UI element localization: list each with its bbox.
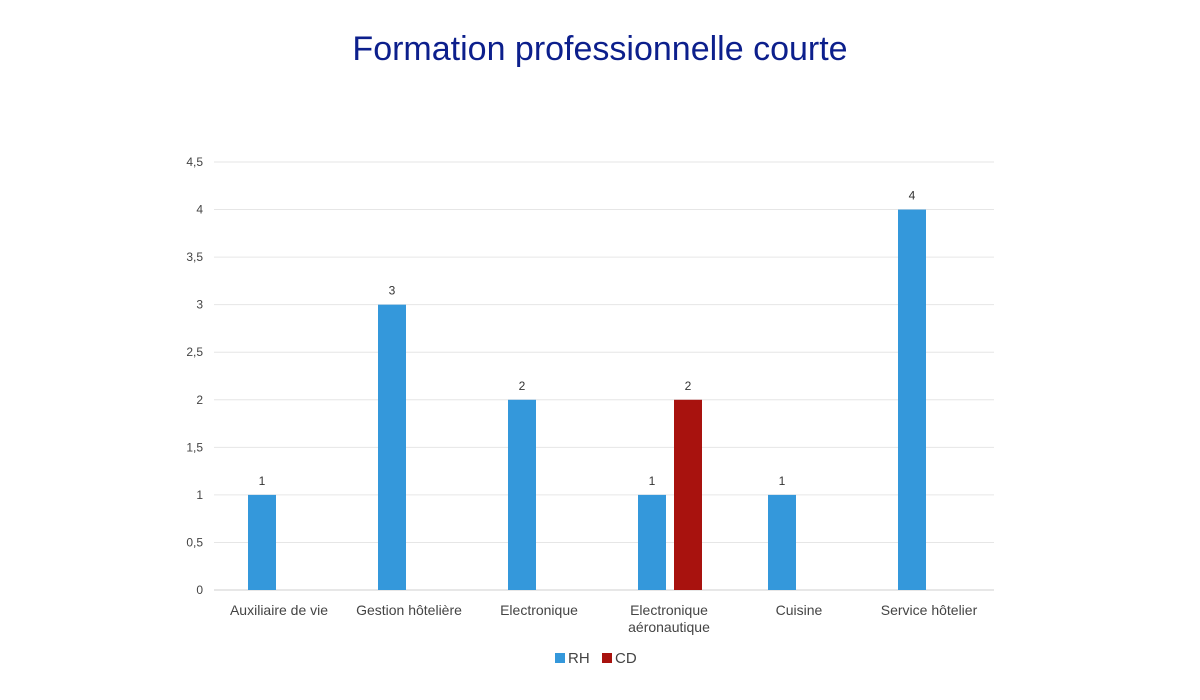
x-tick-label: aéronautique	[628, 619, 710, 635]
y-tick-label: 2	[196, 393, 203, 407]
bar	[508, 399, 536, 590]
bar	[248, 494, 276, 590]
bar	[378, 304, 406, 590]
y-tick-label: 4	[196, 203, 203, 217]
bar	[674, 399, 702, 590]
data-label: 1	[259, 474, 266, 488]
x-tick-label: Cuisine	[776, 602, 823, 618]
y-tick-label: 2,5	[186, 345, 203, 359]
data-label: 4	[909, 189, 916, 203]
x-tick-label: Auxiliaire de vie	[230, 602, 328, 618]
data-label: 2	[519, 379, 526, 393]
data-label: 1	[779, 474, 786, 488]
y-tick-label: 1	[196, 488, 203, 502]
bar	[898, 209, 926, 591]
data-label: 1	[649, 474, 656, 488]
data-label: 3	[389, 284, 396, 298]
legend-label: CD	[615, 650, 637, 667]
y-tick-label: 3,5	[186, 250, 203, 264]
chart-title: Formation professionnelle courte	[352, 30, 848, 68]
x-tick-label: Gestion hôtelière	[356, 602, 462, 618]
legend-swatch	[555, 653, 565, 663]
bar	[638, 494, 666, 590]
x-tick-label: Service hôtelier	[881, 602, 978, 618]
data-label: 2	[685, 379, 692, 393]
y-tick-label: 3	[196, 298, 203, 312]
x-tick-label: Electronique	[630, 602, 708, 618]
y-tick-label: 0	[196, 583, 203, 597]
y-tick-label: 4,5	[186, 155, 203, 169]
legend-label: RH	[568, 650, 590, 667]
legend-swatch	[602, 653, 612, 663]
x-tick-label: Electronique	[500, 602, 578, 618]
y-tick-label: 1,5	[186, 440, 203, 454]
bar	[768, 494, 796, 590]
y-tick-label: 0,5	[186, 535, 203, 549]
